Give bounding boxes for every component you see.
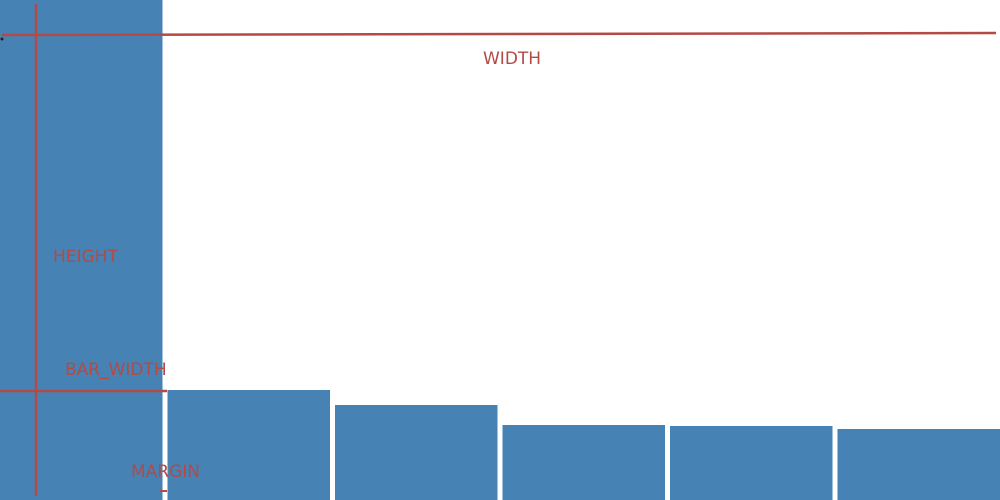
width-dimension-line — [1, 31, 997, 37]
bar-6 — [837, 429, 1000, 500]
width-label: WIDTH — [483, 49, 541, 69]
bar-5 — [670, 426, 833, 500]
bar-3 — [335, 405, 498, 500]
height-label: HEIGHT — [53, 247, 118, 267]
bar-2 — [167, 390, 330, 500]
margin-label: MARGIN — [131, 462, 200, 482]
origin-marker — [0, 37, 4, 41]
bar-width-label: BAR_WIDTH — [65, 360, 167, 380]
bar-1 — [0, 0, 163, 500]
bar-4 — [502, 425, 665, 500]
annotation-labels: WIDTH HEIGHT BAR_WIDTH MARGIN — [53, 49, 541, 482]
annotation-lines — [0, 4, 997, 496]
